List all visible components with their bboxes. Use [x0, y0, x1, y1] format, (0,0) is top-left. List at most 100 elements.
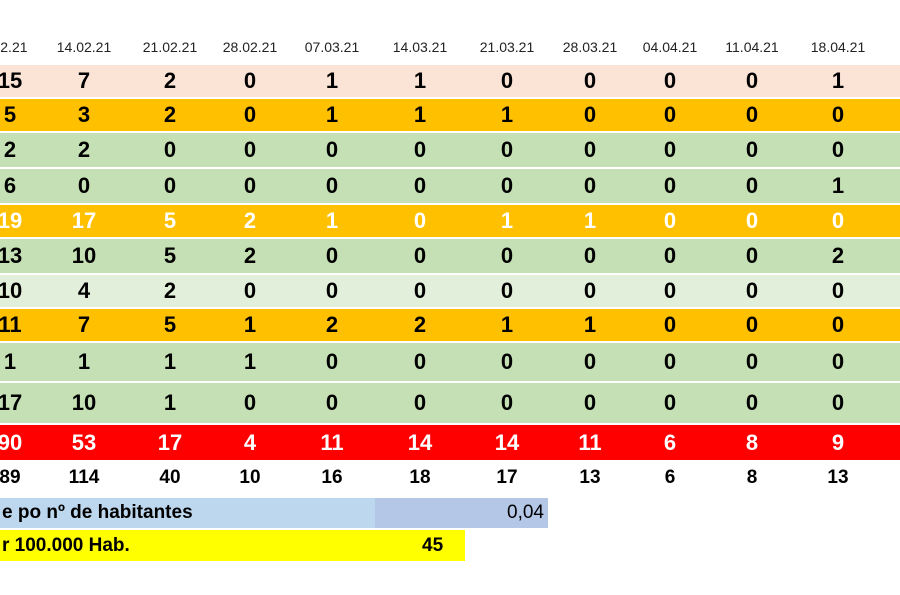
- table-row: 15 7 2 0 1 1 0 0 0 0 1: [0, 65, 900, 97]
- ratio-label: e po nº de habitantes: [2, 502, 193, 523]
- table-cell: 2: [163, 68, 177, 93]
- table-cell: 1: [77, 349, 91, 374]
- table-cell: 8: [745, 429, 759, 455]
- table-cell: 0: [583, 349, 597, 374]
- table-cell: 6: [664, 467, 676, 488]
- table-cell: 0: [663, 102, 677, 127]
- table-cell: 0: [583, 102, 597, 127]
- table-cell: 0: [663, 278, 677, 303]
- table-row: 5 3 2 0 1 1 1 0 0 0 0: [0, 99, 900, 131]
- per100k-box: r 100.000 Hab. 45: [0, 530, 465, 561]
- table-cell: 5: [3, 102, 17, 127]
- table-cell: 1: [413, 68, 427, 93]
- table-row: 6 0 0 0 0 0 0 0 0 0 1: [0, 169, 900, 203]
- table-cell: 13: [827, 467, 849, 488]
- table-cell: 0: [413, 243, 427, 268]
- table-cell: 1: [163, 349, 177, 374]
- table-cell: 0: [243, 102, 257, 127]
- table-cell: 0: [663, 137, 677, 162]
- table-cell: 0: [745, 390, 759, 415]
- table-cell: 8: [746, 467, 758, 488]
- table-cell: 0: [163, 173, 177, 198]
- table-cell: 0: [243, 68, 257, 93]
- table-cell: 0: [413, 349, 427, 374]
- table-cell: 0: [413, 208, 427, 233]
- table-cell: 0: [831, 349, 845, 374]
- table-cell: 89: [0, 467, 21, 488]
- date-header: 07.03.21: [304, 39, 360, 55]
- table-cell: 0: [325, 349, 339, 374]
- table-cell: 0: [325, 243, 339, 268]
- table-cell: 0: [831, 278, 845, 303]
- table-cell: 0: [831, 208, 845, 233]
- table-cell: 0: [243, 137, 257, 162]
- table-cell: 0: [831, 312, 845, 337]
- table-cell: 6: [663, 429, 677, 455]
- table-cell: 0: [745, 312, 759, 337]
- table-row: 19 17 5 2 1 0 1 1 0 0 0: [0, 205, 900, 237]
- table-cell: 1: [243, 349, 257, 374]
- table-cell: 1: [243, 312, 257, 337]
- table-cell: 0: [77, 173, 91, 198]
- date-header: 04.04.21: [642, 39, 698, 55]
- table-cell: 5: [163, 312, 177, 337]
- table-cell: 0: [663, 208, 677, 233]
- table-cell: 13: [579, 467, 601, 488]
- table-cell: 10: [239, 467, 261, 488]
- table-cell: 0: [663, 68, 677, 93]
- table-cell: 14: [407, 429, 433, 455]
- table-cell: 0: [663, 349, 677, 374]
- table-cell: 0: [500, 390, 514, 415]
- date-header: 14.02.21: [56, 39, 112, 55]
- table-cell: 0: [500, 349, 514, 374]
- table-cell: 0: [500, 68, 514, 93]
- date-header: 02.21: [0, 39, 28, 55]
- table-row: 2 2 0 0 0 0 0 0 0 0 0: [0, 133, 900, 167]
- table-cell: 16: [321, 467, 343, 488]
- table-cell: 1: [583, 208, 597, 233]
- table-cell: 2: [831, 243, 845, 268]
- per100k-value: 45: [422, 534, 444, 556]
- table-row: 10 4 2 0 0 0 0 0 0 0 0: [0, 275, 900, 307]
- table-cell: 0: [831, 137, 845, 162]
- table-cell: 90: [0, 429, 23, 455]
- table-row: 90 53 17 4 11 14 14 11 6 8 9: [0, 425, 900, 460]
- table-row: 1 1 1 1 0 0 0 0 0 0 0: [0, 343, 900, 381]
- table-cell: 19: [0, 208, 23, 233]
- table-cell: 0: [243, 278, 257, 303]
- table-cell: 0: [243, 390, 257, 415]
- table-cell: 0: [745, 349, 759, 374]
- table-cell: 1: [583, 312, 597, 337]
- table-cell: 53: [71, 429, 97, 455]
- table-cell: 2: [325, 312, 339, 337]
- table-cell: 18: [409, 467, 431, 488]
- table-cell: 3: [77, 102, 91, 127]
- table-cell: 0: [831, 102, 845, 127]
- date-header: 18.04.21: [810, 39, 866, 55]
- table-cell: 0: [413, 390, 427, 415]
- table-cell: 114: [68, 467, 100, 488]
- table-cell: 0: [413, 137, 427, 162]
- table-cell: 1: [500, 312, 514, 337]
- table-cell: 1: [3, 349, 17, 374]
- table-cell: 0: [745, 208, 759, 233]
- table-cell: 4: [243, 429, 257, 455]
- table-cell: 4: [77, 278, 91, 303]
- table-cell: 0: [663, 173, 677, 198]
- table-cell: 2: [413, 312, 427, 337]
- table-cell: 0: [745, 137, 759, 162]
- date-header: 28.03.21: [562, 39, 618, 55]
- table-cell: 2: [163, 102, 177, 127]
- table-cell: 0: [663, 312, 677, 337]
- table-cell: 0: [325, 137, 339, 162]
- date-header: 14.03.21: [392, 39, 448, 55]
- per100k-label: r 100.000 Hab.: [2, 534, 130, 556]
- table-cell: 0: [745, 102, 759, 127]
- table-cell: 0: [583, 137, 597, 162]
- table-cell: 0: [413, 173, 427, 198]
- table-cell: 10: [71, 243, 97, 268]
- table-cell: 0: [325, 390, 339, 415]
- table-cell: 1: [325, 102, 339, 127]
- table-cell: 7: [77, 68, 91, 93]
- table-cell: 17: [496, 467, 518, 488]
